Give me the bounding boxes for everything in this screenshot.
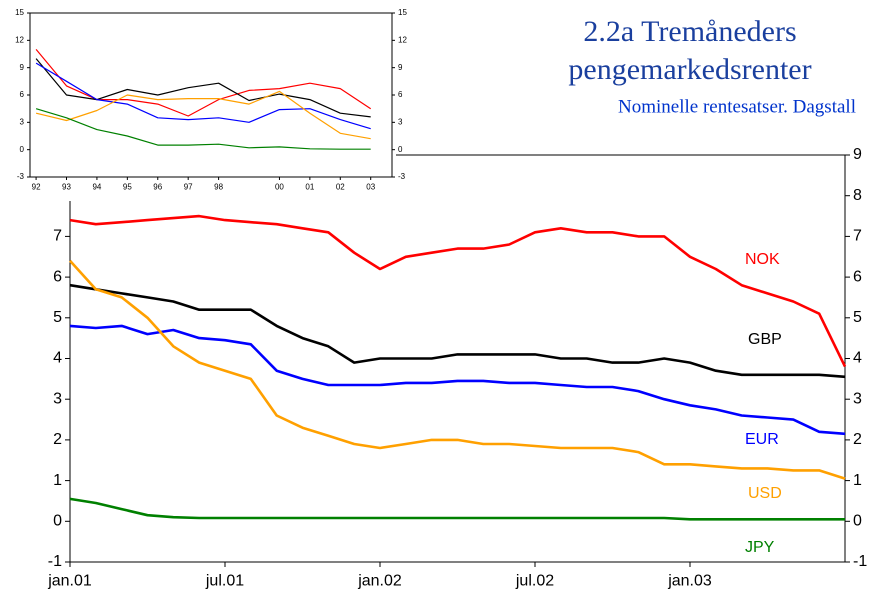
- y-tick-label: -3: [17, 172, 25, 181]
- y2-tick-label: -1: [853, 553, 867, 570]
- y2-tick-label: 8: [853, 187, 862, 204]
- y2-tick-label: 0: [853, 513, 862, 530]
- x-tick-label: 00: [275, 182, 284, 191]
- chart-title: pengemarkedsrenter: [568, 53, 811, 86]
- x-tick-label: 97: [184, 182, 193, 191]
- series-line: [35, 58, 371, 118]
- y-tick-label: 4: [53, 350, 62, 367]
- y2-tick-label: 6: [398, 90, 403, 99]
- y-tick-label: 5: [53, 309, 62, 326]
- x-tick-label: jan.02: [357, 573, 402, 590]
- x-tick-label: jan.03: [667, 573, 712, 590]
- y-tick-label: 2: [53, 431, 62, 448]
- y-tick-label: 7: [53, 228, 62, 245]
- x-tick-label: 94: [92, 182, 101, 191]
- y-tick-label: 9: [20, 63, 25, 72]
- series-line: [69, 283, 846, 379]
- y-tick-label: 1: [53, 472, 62, 489]
- series-line: [35, 62, 371, 130]
- y2-tick-label: 9: [853, 146, 862, 163]
- x-tick-label: 01: [305, 182, 314, 191]
- x-tick-label: 93: [62, 182, 71, 191]
- series-line: [35, 90, 371, 140]
- y2-tick-label: 1: [853, 472, 862, 489]
- x-tick-label: jul.01: [205, 573, 244, 590]
- y-tick-label: 6: [20, 90, 25, 99]
- y2-tick-label: 5: [853, 309, 862, 326]
- series-line: [69, 259, 846, 480]
- y2-tick-label: 2: [853, 431, 862, 448]
- series-label: EUR: [745, 431, 779, 448]
- y-tick-label: 3: [20, 117, 25, 126]
- x-tick-label: 03: [366, 182, 375, 191]
- y2-tick-label: 9: [398, 63, 403, 72]
- y-tick-label: 15: [15, 8, 24, 17]
- y-tick-label: 0: [53, 513, 62, 530]
- x-tick-label: 98: [214, 182, 223, 191]
- y2-tick-label: 0: [398, 145, 403, 154]
- series-label: USD: [748, 485, 782, 502]
- y-tick-label: 12: [15, 35, 24, 44]
- y2-tick-label: 6: [853, 268, 862, 285]
- chart-title: 2.2a Tremåneders: [583, 15, 796, 48]
- series-line: [35, 108, 371, 150]
- x-tick-label: jan.01: [47, 573, 92, 590]
- y2-tick-label: 3: [398, 117, 403, 126]
- y2-tick-label: -3: [398, 172, 406, 181]
- y2-tick-label: 7: [853, 228, 862, 245]
- y2-tick-label: 15: [398, 8, 407, 17]
- x-tick-label: 96: [153, 182, 162, 191]
- series-line: [35, 49, 372, 117]
- y2-tick-label: 4: [853, 350, 862, 367]
- series-label: GBP: [748, 331, 782, 348]
- y-tick-label: 6: [53, 268, 62, 285]
- inset-background: [0, 0, 396, 201]
- chart-subtitle: Nominelle rentesatser. Dagstall: [618, 96, 856, 117]
- series-line: [69, 497, 845, 521]
- y2-tick-label: 3: [853, 390, 862, 407]
- y-tick-label: 0: [20, 145, 25, 154]
- x-tick-label: 02: [336, 182, 345, 191]
- y2-tick-label: 12: [398, 35, 407, 44]
- x-tick-label: 92: [32, 182, 41, 191]
- series-label: JPY: [745, 539, 775, 556]
- series-line: [69, 214, 847, 368]
- series-label: NOK: [745, 251, 780, 268]
- x-tick-label: jul.02: [515, 573, 554, 590]
- series-line: [69, 324, 846, 436]
- y-tick-label: 3: [53, 390, 62, 407]
- x-tick-label: 95: [123, 182, 132, 191]
- y-tick-label: -1: [48, 553, 62, 570]
